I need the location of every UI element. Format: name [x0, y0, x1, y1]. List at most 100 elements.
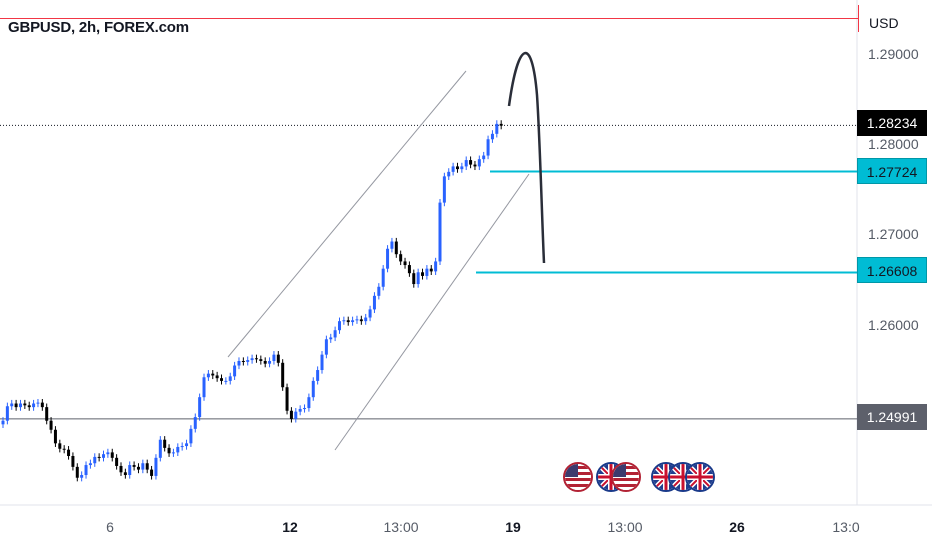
- candle-body: [71, 456, 75, 467]
- candle-body: [62, 448, 66, 450]
- candle-body: [206, 373, 210, 378]
- currency-label: USD: [869, 15, 899, 31]
- candle-body: [451, 166, 455, 172]
- resistance-level-tag: 1.27724: [857, 158, 927, 184]
- price-tick-label: 1.26000: [868, 317, 919, 333]
- candle-body: [473, 164, 477, 167]
- candle-body: [27, 405, 31, 408]
- candle-body: [141, 463, 145, 470]
- candle-body: [215, 375, 219, 379]
- candle-body: [337, 321, 341, 331]
- uk-flag-icon[interactable]: [685, 462, 715, 492]
- candle-body: [268, 360, 272, 364]
- candle-body: [294, 411, 298, 419]
- time-tick-label: 19: [505, 519, 521, 535]
- candle-body: [202, 377, 206, 398]
- candle-body: [80, 475, 84, 478]
- candle-body: [320, 354, 324, 371]
- candle-body: [351, 320, 355, 323]
- candle-body: [412, 273, 416, 285]
- candle-body: [377, 286, 381, 296]
- time-tick-label: 12: [282, 519, 298, 535]
- candle-body: [123, 472, 127, 476]
- candle-body: [97, 456, 101, 458]
- candle-body: [372, 295, 376, 310]
- candle-body: [276, 354, 280, 363]
- candle-body: [272, 354, 276, 361]
- candle-body: [386, 248, 390, 269]
- candle-body: [482, 155, 486, 160]
- candle-body: [486, 139, 490, 156]
- candle-body: [355, 319, 359, 321]
- candle-body: [88, 463, 92, 466]
- candle-body: [429, 268, 433, 272]
- candle-body: [10, 403, 14, 407]
- current-price-tag: 1.28234: [857, 110, 927, 136]
- candle-body: [1, 420, 5, 425]
- candle-body: [220, 378, 223, 381]
- candle-body: [399, 254, 403, 262]
- candle-body: [23, 403, 27, 406]
- candle-body: [416, 272, 420, 285]
- support-level-tag: 1.24991: [857, 404, 927, 430]
- candle-body: [58, 443, 62, 449]
- candle-body: [193, 417, 197, 429]
- candle-body: [102, 454, 106, 458]
- candle-body: [53, 429, 57, 444]
- candle-body: [499, 123, 503, 126]
- candle-body: [434, 261, 438, 272]
- candle-body: [390, 241, 394, 249]
- candle-body: [167, 447, 171, 454]
- candle-body: [324, 339, 328, 355]
- candle-body: [154, 457, 158, 476]
- candle-body: [364, 317, 368, 322]
- candle-body: [403, 261, 407, 266]
- time-tick-label: 26: [729, 519, 745, 535]
- candle-body: [425, 268, 429, 276]
- us-flag-icon[interactable]: [611, 462, 641, 492]
- candle-body: [289, 410, 293, 419]
- candle-body: [281, 362, 285, 388]
- projection-arc: [507, 52, 546, 264]
- candle-body: [237, 360, 241, 366]
- candle-body: [307, 397, 311, 409]
- candle-body: [40, 402, 44, 408]
- candle-body: [5, 406, 9, 421]
- candle-body: [346, 320, 350, 323]
- candle-body: [185, 443, 189, 447]
- time-tick-label: 13:00: [607, 519, 643, 535]
- time-tick-label: 6: [106, 519, 114, 535]
- candle-body: [259, 359, 263, 361]
- candle-body: [303, 408, 307, 410]
- candle-body: [421, 272, 425, 276]
- candle-body: [246, 360, 250, 362]
- candle-body: [150, 469, 154, 476]
- candle-body: [407, 265, 411, 274]
- candle-body: [469, 160, 473, 165]
- candle-body: [298, 408, 302, 412]
- candle-body: [495, 123, 499, 134]
- candle-body: [36, 402, 40, 404]
- candle-body: [438, 202, 442, 262]
- candle-body: [464, 160, 468, 167]
- candle-body: [115, 457, 119, 466]
- candle-body: [368, 309, 372, 318]
- candle-body: [75, 466, 79, 478]
- price-tick-label: 1.29000: [868, 46, 919, 62]
- candle-body: [128, 465, 132, 476]
- candle-body: [211, 373, 215, 376]
- candle-body: [180, 446, 184, 448]
- candle-body: [49, 420, 53, 430]
- candle-body: [84, 465, 88, 476]
- candle-body: [145, 463, 149, 470]
- us-flag-icon[interactable]: [563, 462, 593, 492]
- candle-body: [329, 337, 333, 340]
- channel-upper-line: [227, 70, 467, 358]
- price-tick-label: 1.27000: [868, 226, 919, 242]
- candle-body: [93, 456, 97, 464]
- candle-body: [359, 319, 363, 322]
- candle-body: [158, 439, 162, 458]
- candle-body: [163, 439, 167, 448]
- candle-body: [442, 176, 446, 203]
